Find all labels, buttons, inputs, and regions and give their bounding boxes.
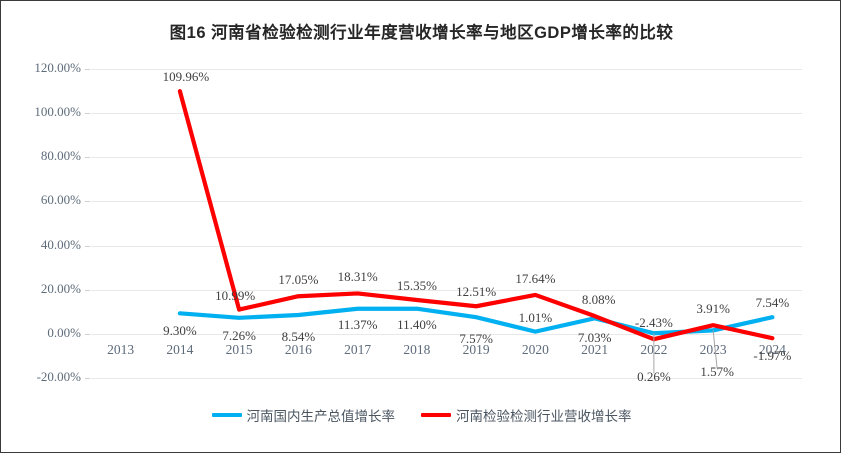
data-point-label: 12.51%: [456, 284, 497, 300]
y-axis-tick-label: 0.00%: [47, 324, 81, 340]
y-axis-tick-label: 40.00%: [40, 236, 81, 252]
x-axis-tick-label: 2014: [166, 341, 194, 357]
y-axis-tick-mark: [85, 289, 90, 291]
x-axis-tick-label: 2016: [284, 341, 312, 357]
legend-item[interactable]: 河南国内生产总值增长率: [211, 405, 396, 425]
data-point-label: 11.37%: [337, 316, 378, 332]
gridline: [91, 69, 802, 70]
legend-label: 河南检验检测行业营收增长率: [456, 409, 632, 424]
y-axis-tick-mark: [85, 245, 90, 247]
x-axis-tick-label: 2015: [225, 341, 253, 357]
data-point-label: 15.35%: [396, 277, 437, 293]
y-axis-tick-label: 20.00%: [40, 280, 81, 296]
gridline: [91, 245, 802, 247]
data-point-label: 1.57%: [700, 364, 734, 380]
x-axis-tick-label: 2019: [462, 341, 490, 357]
y-axis-tick-label: 60.00%: [40, 192, 81, 208]
gridline: [91, 113, 802, 115]
legend-color-swatch: [421, 413, 451, 417]
x-axis-tick-label: 2023: [699, 341, 727, 357]
series-line: [177, 306, 775, 336]
label-leader-line: [712, 330, 718, 369]
data-point-label: 7.03%: [577, 330, 612, 346]
legend-color-swatch: [211, 413, 242, 417]
data-point-label: 7.26%: [222, 327, 256, 343]
x-axis-tick-label: 2018: [403, 341, 431, 357]
data-point-label: 17.05%: [278, 272, 319, 288]
x-axis-tick-label: 2024: [758, 341, 786, 357]
data-point-label: 8.08%: [581, 292, 616, 308]
data-point-label: 10.99%: [215, 287, 256, 303]
plot-area: 9.30% 7.26% 8.54% 11.37% 11.40% 7.57% 1.01% 7.0…: [91, 69, 802, 384]
y-axis-tick-mark: [85, 201, 90, 203]
gridline: [91, 333, 802, 335]
gridline: [91, 289, 802, 291]
y-axis-tick-mark: [85, 157, 90, 159]
data-point-label: 18.31%: [337, 269, 378, 285]
gridline: [91, 201, 802, 203]
y-axis-tick-mark: [85, 113, 90, 115]
data-point-label: 17.64%: [515, 270, 556, 286]
y-axis-tick-mark: [85, 69, 90, 70]
legend-label: 河南国内生产总值增长率: [246, 409, 396, 424]
chart-legend: 河南国内生产总值增长率 河南检验检测行业营收增长率: [1, 405, 840, 425]
series-line: [177, 89, 775, 342]
gridline: [91, 157, 802, 159]
y-axis-tick-label: 120.00%: [34, 60, 81, 75]
x-axis-tick-label: 2020: [521, 341, 549, 357]
data-point-label: 0.26%: [637, 369, 671, 385]
series-lines: [177, 89, 775, 374]
y-axis-tick-label: -20.00%: [36, 369, 81, 384]
data-point-label: 8.54%: [281, 329, 316, 344]
legend-item[interactable]: 河南检验检测行业营收增长率: [421, 405, 632, 425]
chart-title: 图16 河南省检验检测行业年度营收增长率与地区GDP增长率的比较: [169, 24, 674, 42]
x-axis-tick-label: 2013: [107, 341, 135, 357]
data-point-label: 9.30%: [163, 323, 197, 339]
x-axis-tick-label: 2021: [581, 341, 609, 357]
data-point-label: 3.91%: [696, 301, 730, 317]
y-axis-tick-label: 100.00%: [34, 104, 81, 120]
data-point-label: 109.96%: [162, 69, 210, 85]
data-point-label: 1.01%: [518, 309, 553, 325]
y-axis-tick-mark: [85, 333, 90, 335]
data-point-label: 11.40%: [397, 316, 437, 332]
data-point-label: -2.43%: [634, 315, 673, 331]
gridline: [91, 378, 802, 379]
data-point-label: 7.57%: [459, 331, 493, 347]
data-point-label: 7.54%: [755, 295, 790, 311]
y-axis-tick-mark: [85, 378, 90, 379]
data-point-label: -1.97%: [753, 348, 792, 364]
x-axis-tick-label: 2017: [344, 341, 372, 357]
y-axis-tick-label: 80.00%: [40, 148, 81, 164]
